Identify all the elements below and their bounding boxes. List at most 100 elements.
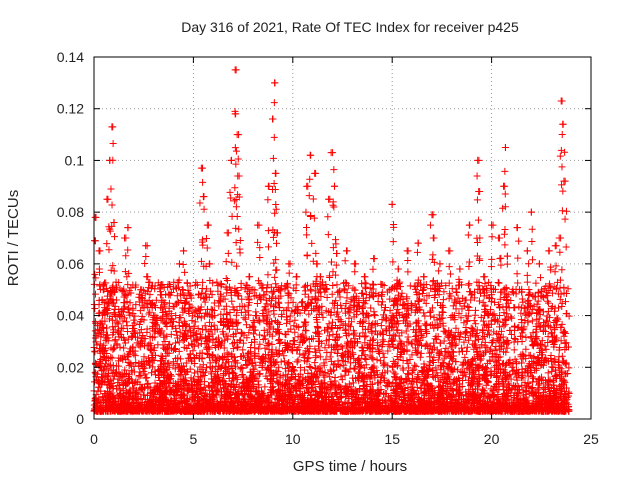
data-point [143, 374, 151, 382]
data-point [234, 343, 242, 351]
data-point [171, 365, 179, 373]
data-point [316, 353, 324, 361]
data-point [553, 317, 561, 325]
data-point [256, 331, 264, 339]
data-point [460, 360, 468, 368]
data-point [280, 357, 288, 365]
data-point [91, 290, 99, 298]
data-point [517, 332, 525, 340]
data-point [256, 292, 264, 300]
data-point [147, 369, 155, 377]
data-point [457, 314, 465, 322]
data-point [362, 280, 370, 288]
data-point [173, 360, 181, 368]
data-point [452, 340, 460, 348]
data-point [263, 300, 271, 308]
data-point [249, 330, 257, 338]
data-point [558, 320, 566, 328]
data-point [452, 324, 460, 332]
data-point [476, 344, 484, 352]
data-point [290, 340, 298, 348]
data-point [284, 367, 292, 375]
data-point [163, 332, 171, 340]
data-point [238, 295, 246, 303]
data-point [252, 308, 260, 316]
data-point [220, 344, 228, 352]
data-point [175, 347, 183, 355]
data-point [496, 295, 504, 303]
data-point [453, 288, 461, 296]
data-point [245, 356, 253, 364]
data-point [380, 338, 388, 346]
data-point [367, 304, 375, 312]
data-point [347, 298, 355, 306]
data-point [266, 330, 274, 338]
data-point [495, 323, 503, 331]
data-point [175, 338, 183, 346]
data-point [400, 301, 408, 309]
data-point [390, 331, 398, 339]
data-point [514, 279, 522, 287]
data-point [325, 332, 333, 340]
data-point [462, 296, 470, 304]
data-point [283, 319, 291, 327]
data-point [321, 344, 329, 352]
data-point [252, 361, 260, 369]
data-point [201, 298, 209, 306]
data-point [245, 329, 253, 337]
data-point [329, 282, 337, 290]
data-point [546, 314, 554, 322]
data-point [521, 310, 529, 318]
data-point [362, 332, 370, 340]
data-point [288, 347, 296, 355]
data-point [398, 289, 406, 297]
data-point [542, 345, 550, 353]
data-point [186, 291, 194, 299]
data-point [492, 285, 500, 293]
data-point [472, 320, 480, 328]
data-point [518, 359, 526, 367]
data-point [361, 333, 369, 341]
data-point [390, 343, 398, 351]
data-point [518, 295, 526, 303]
data-point [448, 285, 456, 293]
data-points [90, 66, 573, 415]
data-point [487, 306, 495, 314]
chart-title: Day 316 of 2021, Rate Of TEC Index for r… [181, 19, 519, 35]
data-point [518, 329, 526, 337]
data-point [544, 369, 552, 377]
data-point [494, 279, 502, 287]
data-point [234, 319, 242, 327]
data-point [490, 328, 498, 336]
data-point [532, 279, 540, 287]
data-point [123, 318, 131, 326]
data-point [131, 319, 139, 327]
data-point [463, 343, 471, 351]
data-point [291, 316, 299, 324]
data-point [408, 302, 416, 310]
data-point [491, 298, 499, 306]
data-point [276, 287, 284, 295]
data-point [322, 355, 330, 363]
data-point [558, 352, 566, 360]
data-point [399, 356, 407, 364]
data-point [326, 353, 334, 361]
data-point [296, 364, 304, 372]
data-point [130, 316, 138, 324]
data-point [528, 317, 536, 325]
data-point [120, 344, 128, 352]
data-point [407, 301, 415, 309]
data-point [483, 344, 491, 352]
data-point [172, 311, 180, 319]
data-point [275, 336, 283, 344]
data-point [510, 304, 518, 312]
data-point [490, 310, 498, 318]
data-point [476, 289, 484, 297]
data-point [307, 363, 315, 371]
data-point [477, 313, 485, 321]
data-point [231, 363, 239, 371]
data-point [519, 298, 527, 306]
data-point [503, 344, 511, 352]
data-point [281, 330, 289, 338]
data-point [342, 300, 350, 308]
